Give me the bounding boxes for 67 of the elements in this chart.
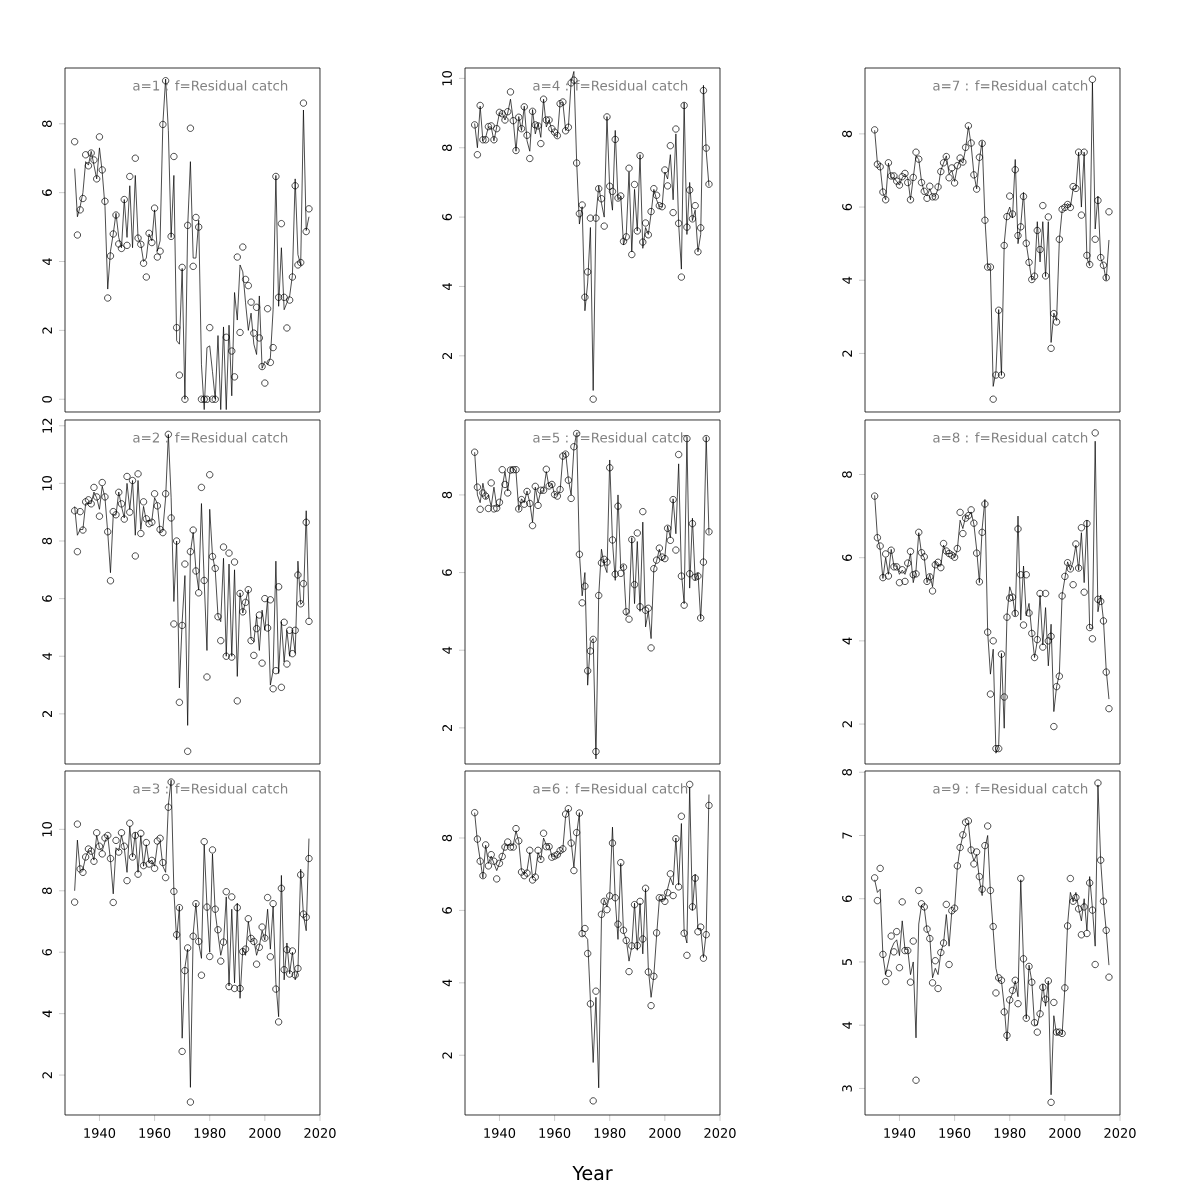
y-tick-label: 6 [42,189,52,196]
y-tick-label: 4 [42,258,52,266]
text: a=4 : f=Residual catch [533,80,688,91]
y-tick-label: 6 [442,907,452,914]
y-tick-label: 5 [842,958,852,966]
y-tick-label: 4 [442,979,452,987]
x-tick-label: 1960 [939,1128,971,1138]
text: a=1 : f=Residual catch [133,80,288,91]
x-tick-label: 2020 [304,1128,336,1138]
y-tick-label: 6 [42,948,52,956]
y-tick-label: 6 [842,895,852,902]
y-tick-label: 8 [842,769,852,776]
y-tick-label: 6 [842,554,852,561]
x-tick-label: 2020 [704,1128,736,1138]
y-tick-label: 4 [842,276,852,284]
y-tick-label: 6 [442,213,452,221]
x-tick-label: 1940 [484,1128,516,1138]
y-tick-label: 8 [42,120,52,128]
y-tick-label: 4 [42,1010,52,1018]
y-tick-label: 8 [442,491,452,499]
text: a=6 : f=Residual catch [533,783,688,794]
y-tick-label: 2 [442,352,452,360]
x-tick-label: 1960 [539,1128,571,1138]
text: a=8 : f=Residual catch [933,432,1088,443]
y-tick-label: 4 [42,652,52,660]
text: a=9 : f=Residual catch [933,783,1088,794]
y-tick-label: 4 [842,637,852,645]
y-tick-label: 6 [842,203,852,211]
y-tick-label: 10 [442,71,452,86]
y-tick-label: 4 [442,646,452,654]
x-tick-label: 2020 [1104,1128,1136,1138]
x-tick-label: 2000 [249,1128,281,1138]
y-tick-label: 10 [42,821,52,837]
x-tick-label: 1980 [994,1128,1026,1138]
x-tick-label: 2000 [649,1128,681,1138]
y-tick-label: 2 [842,721,852,728]
y-tick-label: 8 [842,130,852,138]
y-tick-label: 6 [42,595,52,602]
x-axis-title: Year [572,1166,613,1181]
y-tick-label: 12 [42,418,52,433]
y-tick-label: 0 [42,395,52,403]
x-tick-label: 1960 [139,1128,171,1138]
y-tick-label: 2 [42,711,52,718]
y-tick-label: 4 [842,1021,852,1029]
text: a=7 : f=Residual catch [933,80,1088,91]
y-tick-label: 2 [842,350,852,357]
x-tick-label: 2000 [1049,1128,1081,1138]
y-tick-label: 10 [42,475,52,491]
y-tick-label: 7 [842,832,852,839]
y-tick-label: 8 [42,887,52,895]
y-tick-label: 8 [442,144,452,152]
y-tick-label: 4 [442,283,452,290]
text: a=2 : f=Residual catch [133,432,288,443]
y-tick-label: 8 [442,834,452,842]
y-tick-label: 6 [442,569,452,576]
x-tick-label: 1980 [194,1128,226,1138]
y-tick-label: 3 [842,1085,852,1092]
y-tick-label: 8 [842,471,852,478]
y-tick-label: 2 [42,1072,52,1079]
y-tick-label: 8 [42,537,52,545]
x-tick-label: 1940 [884,1128,916,1138]
text: a=3 : f=Residual catch [133,783,288,794]
y-tick-label: 2 [42,327,52,334]
x-tick-label: 1940 [84,1128,116,1138]
y-tick-label: 2 [442,1052,452,1059]
y-tick-label: 2 [442,725,452,732]
x-tick-label: 1980 [594,1128,626,1138]
